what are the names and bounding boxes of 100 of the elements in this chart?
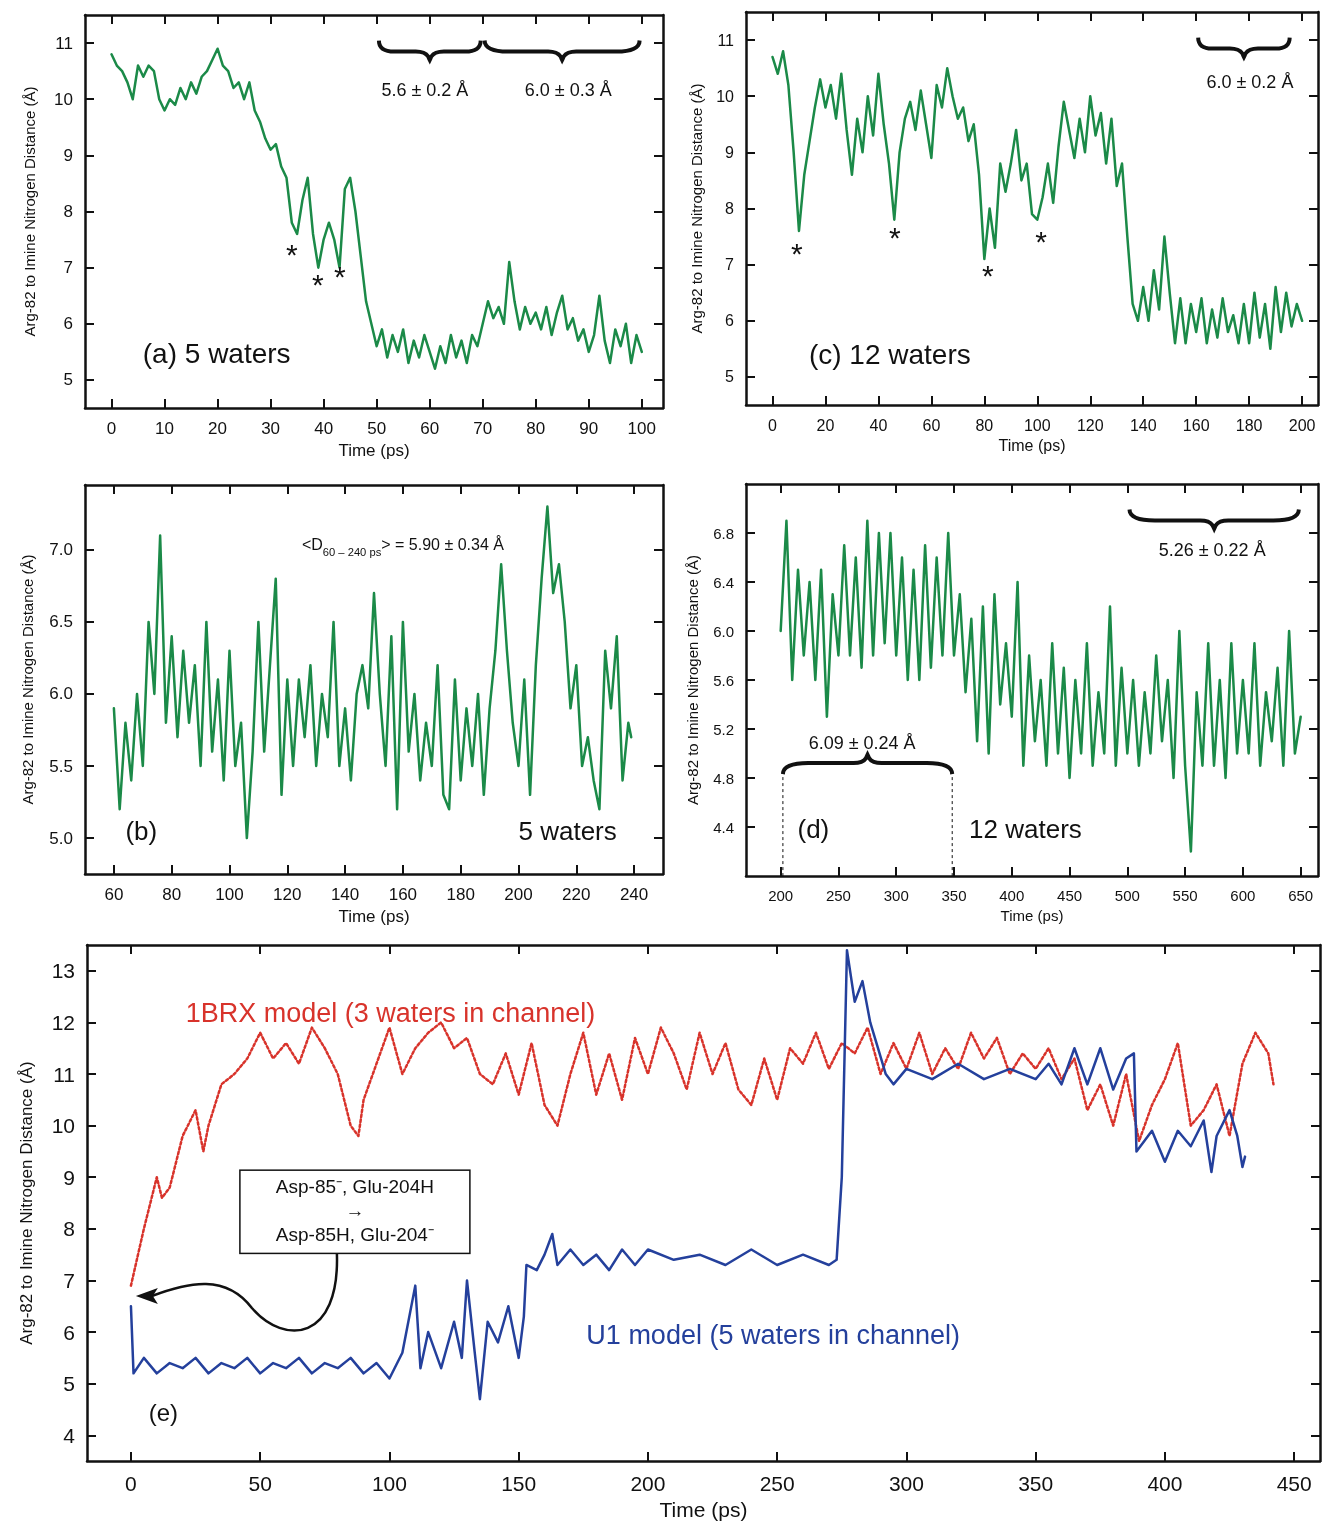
- y-tick-label: 9: [63, 145, 73, 165]
- line-series: [129, 948, 1247, 1401]
- x-tick-label: 60: [104, 885, 124, 905]
- x-tick-label: 160: [1182, 416, 1210, 434]
- annotation: <D$_{60 – 240 ps}$> = 5.90 ± 0.34 Å: [301, 534, 505, 558]
- annotation: *: [1035, 225, 1048, 259]
- annotation: (d): [797, 814, 830, 845]
- x-tick-label: 250: [825, 887, 851, 904]
- y-tick-label: 6.4: [713, 573, 734, 591]
- annotation: *: [791, 237, 804, 271]
- y-tick-label: 5.6: [713, 671, 734, 689]
- y-tick-label: 6: [63, 314, 73, 334]
- x-tick-label: 140: [330, 885, 360, 905]
- x-tick-label: 90: [579, 419, 599, 438]
- y-tick-label: 7: [725, 256, 735, 274]
- y-tick-label: 7: [63, 258, 73, 278]
- x-tick-label: 120: [1076, 416, 1104, 434]
- x-tick-label: 60: [420, 419, 440, 438]
- x-tick-label: 50: [248, 1472, 272, 1496]
- y-tick-label: 5: [63, 370, 73, 390]
- x-tick-label: 60: [922, 416, 941, 434]
- y-tick-label: 12: [51, 1010, 75, 1034]
- x-tick-label: 70: [473, 419, 493, 438]
- x-tick-label: 30: [261, 419, 281, 438]
- y-tick-label: 9: [725, 143, 735, 161]
- y-tick-label: 11: [53, 1062, 75, 1086]
- x-tick-label: 450: [1057, 887, 1083, 904]
- x-tick-label: 300: [883, 887, 909, 904]
- x-tick-label: 400: [1147, 1472, 1183, 1496]
- x-tick-label: 10: [155, 419, 174, 438]
- y-axis-title: Arg-82 to Imine Nitrogen Distance (Å): [17, 1061, 36, 1345]
- series-label: 1BRX model (3 waters in channel): [185, 998, 596, 1029]
- annotation: 12 waters: [969, 814, 1082, 845]
- x-tick-label: 20: [208, 419, 228, 438]
- x-tick-label: 0: [106, 419, 117, 438]
- x-tick-label: 200: [1288, 416, 1316, 434]
- x-tick-label: 100: [1023, 416, 1051, 434]
- y-tick-label: 5.2: [713, 720, 734, 738]
- annotation: *: [312, 267, 325, 301]
- x-tick-label: 350: [1018, 1472, 1054, 1496]
- x-tick-label: 0: [125, 1472, 137, 1496]
- annotation: (c) 12 waters: [808, 338, 971, 370]
- y-tick-label: 11: [55, 33, 73, 53]
- x-tick-label: 100: [627, 419, 656, 438]
- annotation: (e): [148, 1399, 178, 1427]
- x-tick-label: 80: [975, 416, 994, 434]
- line-series: [779, 519, 1302, 853]
- y-axis-title: Arg-82 to Imine Nitrogen Distance (Å): [19, 554, 36, 805]
- y-tick-label: 4.4: [713, 818, 734, 836]
- x-tick-label: 350: [941, 887, 967, 904]
- annotation: *: [982, 258, 995, 292]
- x-axis-title: Time (ps): [659, 1498, 748, 1521]
- x-tick-label: 250: [759, 1472, 795, 1496]
- x-tick-label: 160: [388, 885, 418, 905]
- annotation: Asp-85⁻, Glu-204H → Asp-85H, Glu-204⁻: [275, 1176, 434, 1245]
- annotation: 5 waters: [518, 815, 617, 846]
- x-tick-label: 100: [371, 1472, 407, 1496]
- y-tick-label: 6: [725, 312, 735, 330]
- x-tick-label: 40: [314, 419, 334, 438]
- x-axis-title: Time (ps): [1000, 906, 1064, 924]
- annotation: 6.09 ± 0.24 Å: [808, 733, 916, 754]
- y-tick-label: 4.8: [713, 769, 734, 787]
- y-tick-label: 5.0: [49, 828, 73, 848]
- y-tick-label: 10: [54, 89, 73, 109]
- annotation: *: [334, 259, 347, 293]
- line-series: [110, 47, 644, 370]
- y-tick-label: 13: [51, 959, 75, 983]
- x-tick-label: 50: [367, 419, 387, 438]
- x-tick-label: 200: [630, 1472, 666, 1496]
- x-tick-label: 120: [273, 885, 302, 905]
- y-axis-title: Arg-82 to Imine Nitrogen Distance (Å): [21, 86, 38, 337]
- annotation: 6.0 ± 0.3 Å: [524, 80, 612, 101]
- y-tick-label: 8: [725, 200, 735, 217]
- y-tick-label: 6.0: [713, 622, 734, 640]
- x-tick-label: 300: [888, 1472, 924, 1496]
- annotation: 5.6 ± 0.2 Å: [381, 80, 469, 101]
- y-tick-label: 9: [63, 1165, 75, 1189]
- x-tick-label: 180: [1235, 416, 1263, 434]
- x-tick-label: 150: [501, 1472, 537, 1496]
- y-tick-label: 4: [63, 1423, 76, 1447]
- x-tick-label: 600: [1230, 887, 1256, 904]
- x-tick-label: 650: [1288, 887, 1314, 904]
- y-tick-label: 11: [717, 31, 735, 49]
- y-tick-label: 5: [725, 368, 735, 386]
- y-tick-label: 10: [716, 87, 735, 105]
- y-tick-label: 8: [63, 1217, 75, 1241]
- y-axis-title: Arg-82 to Imine Nitrogen Distance (Å): [688, 83, 705, 334]
- annotation: (b): [125, 815, 158, 846]
- x-tick-label: 220: [562, 885, 591, 905]
- x-tick-label: 500: [1114, 887, 1140, 904]
- x-tick-label: 40: [869, 416, 888, 434]
- y-axis-title: Arg-82 to Imine Nitrogen Distance (Å): [684, 554, 701, 806]
- y-tick-label: 7: [63, 1268, 75, 1292]
- x-tick-label: 20: [816, 416, 835, 434]
- y-tick-label: 6.5: [49, 612, 73, 632]
- text: U1 model (5 waters in channel): [586, 1320, 961, 1351]
- x-tick-label: 100: [215, 885, 244, 905]
- x-axis-title: Time (ps): [338, 440, 410, 460]
- x-tick-label: 80: [162, 885, 182, 905]
- y-tick-label: 6: [63, 1320, 75, 1344]
